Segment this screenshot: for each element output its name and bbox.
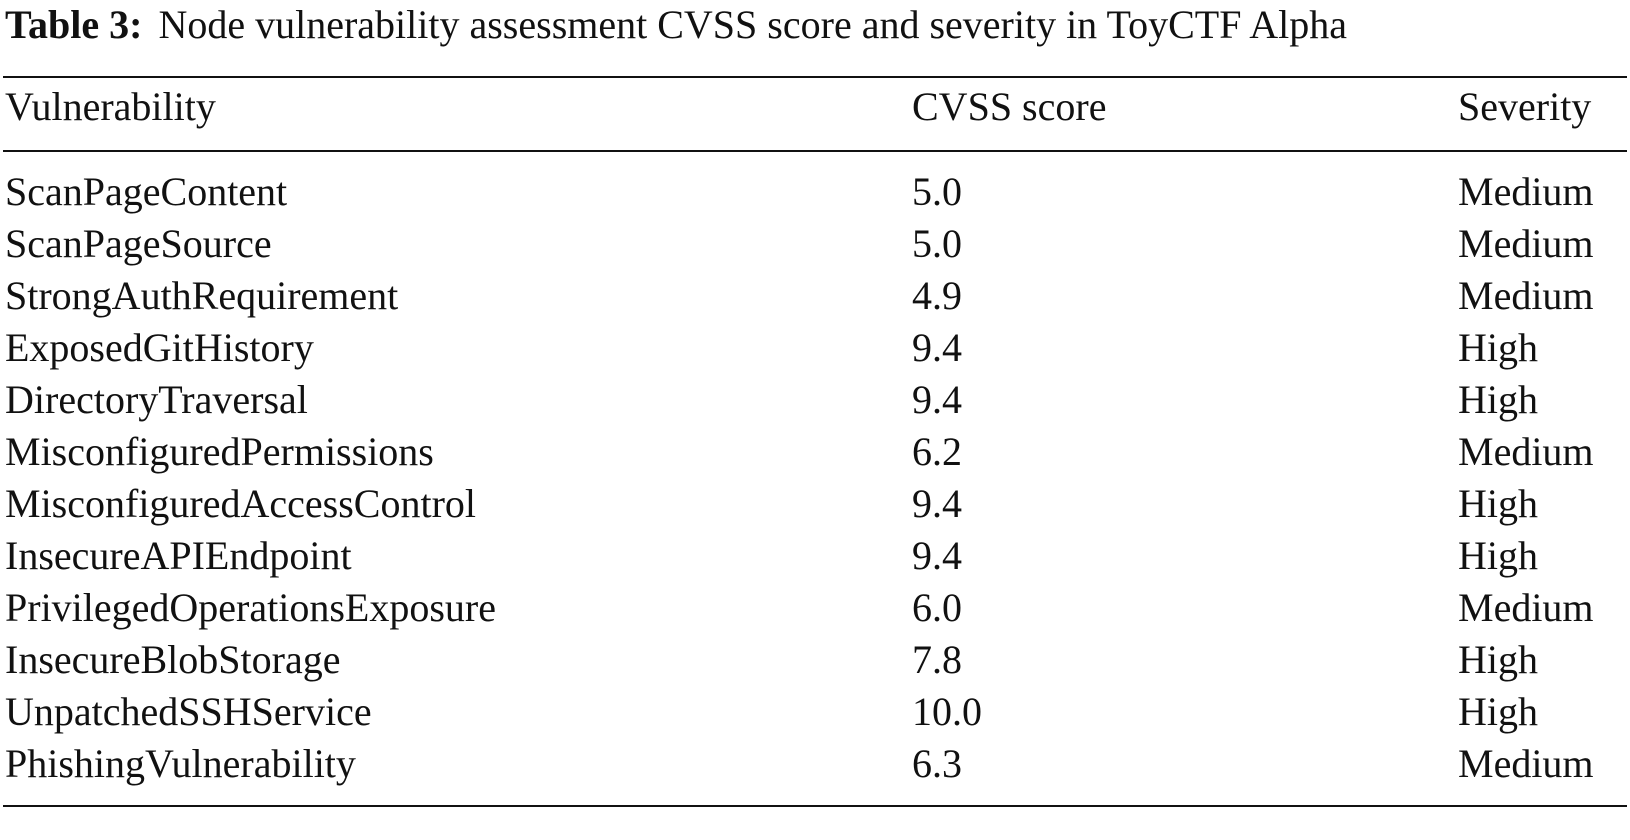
table-bottom-rule	[3, 805, 1627, 807]
severity-cell: Medium	[1458, 169, 1594, 214]
severity-cell: Medium	[1458, 585, 1594, 630]
vulnerability-cell: ScanPageSource	[5, 221, 272, 266]
table-header-row: Vulnerability CVSS score Severity	[0, 83, 1630, 131]
table-row: ExposedGitHistory 9.4 High	[0, 322, 1630, 374]
cvss-score-cell: 9.4	[912, 533, 962, 578]
cvss-score-cell: 9.4	[912, 325, 962, 370]
table-caption-text: Node vulnerability assessment CVSS score…	[158, 2, 1348, 47]
vulnerability-cell: InsecureAPIEndpoint	[5, 533, 352, 578]
severity-cell: High	[1458, 637, 1538, 682]
table-row: MisconfiguredAccessControl 9.4 High	[0, 478, 1630, 530]
cvss-score-cell: 5.0	[912, 169, 962, 214]
table-row: PrivilegedOperationsExposure 6.0 Medium	[0, 582, 1630, 634]
severity-cell: Medium	[1458, 273, 1594, 318]
cvss-score-cell: 5.0	[912, 221, 962, 266]
vulnerability-cell: MisconfiguredAccessControl	[5, 481, 477, 526]
cvss-score-cell: 6.0	[912, 585, 962, 630]
vulnerability-cell: MisconfiguredPermissions	[5, 429, 434, 474]
severity-cell: Medium	[1458, 429, 1594, 474]
severity-cell: Medium	[1458, 221, 1594, 266]
table-row: InsecureAPIEndpoint 9.4 High	[0, 530, 1630, 582]
cvss-score-cell: 9.4	[912, 481, 962, 526]
table-row: StrongAuthRequirement 4.9 Medium	[0, 270, 1630, 322]
vulnerability-cell: PrivilegedOperationsExposure	[5, 585, 496, 630]
vulnerability-cell: ScanPageContent	[5, 169, 288, 214]
cvss-score-cell: 4.9	[912, 273, 962, 318]
severity-cell: High	[1458, 533, 1538, 578]
table-body: ScanPageContent 5.0 Medium ScanPageSource 5.…	[0, 166, 1630, 790]
table-row: InsecureBlobStorage 7.8 High	[0, 634, 1630, 686]
cvss-score-cell: 9.4	[912, 377, 962, 422]
table-caption-label: Table 3:	[5, 2, 143, 47]
table-row: ScanPageSource 5.0 Medium	[0, 218, 1630, 270]
column-header-cvss-score: CVSS score	[912, 84, 1107, 129]
table-row: DirectoryTraversal 9.4 High	[0, 374, 1630, 426]
vulnerability-cell: UnpatchedSSHService	[5, 689, 372, 734]
cvss-score-cell: 6.3	[912, 741, 962, 786]
severity-cell: High	[1458, 377, 1538, 422]
vulnerability-cell: PhishingVulnerability	[5, 741, 356, 786]
vulnerability-cell: StrongAuthRequirement	[5, 273, 399, 318]
severity-cell: Medium	[1458, 741, 1594, 786]
table-header-rule	[3, 150, 1627, 152]
vulnerability-cell: InsecureBlobStorage	[5, 637, 341, 682]
severity-cell: High	[1458, 481, 1538, 526]
vulnerability-cell: ExposedGitHistory	[5, 325, 314, 370]
vulnerability-cell: DirectoryTraversal	[5, 377, 308, 422]
cvss-score-cell: 10.0	[912, 689, 982, 734]
table-row: ScanPageContent 5.0 Medium	[0, 166, 1630, 218]
table-top-rule	[3, 76, 1627, 78]
table-caption: Table 3: Node vulnerability assessment CV…	[5, 2, 1347, 48]
column-header-vulnerability: Vulnerability	[5, 84, 216, 129]
severity-cell: High	[1458, 689, 1538, 734]
table-row: MisconfiguredPermissions 6.2 Medium	[0, 426, 1630, 478]
table-row: PhishingVulnerability 6.3 Medium	[0, 738, 1630, 790]
cvss-score-cell: 6.2	[912, 429, 962, 474]
cvss-score-cell: 7.8	[912, 637, 962, 682]
table-row: UnpatchedSSHService 10.0 High	[0, 686, 1630, 738]
column-header-severity: Severity	[1458, 84, 1592, 129]
severity-cell: High	[1458, 325, 1538, 370]
